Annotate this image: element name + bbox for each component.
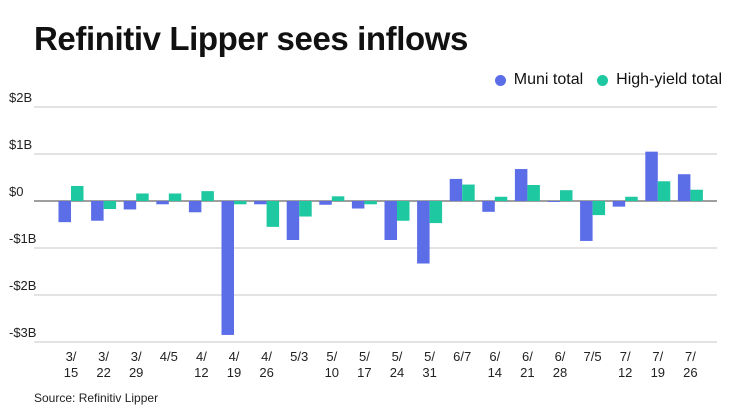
x-tick-label: 29 [129,365,143,380]
legend-label-muni: Muni total [513,71,584,88]
x-tick-label: 26 [683,365,697,380]
x-tick-label: 21 [520,365,534,380]
bar-high-yield [397,201,410,221]
y-tick-label: -$1B [9,231,36,246]
x-tick-label: 15 [64,365,78,380]
bar-muni [351,201,365,209]
x-tick-label: 7/ [685,349,696,364]
bar-high-yield [364,201,377,205]
x-tick-label: 3/ [131,349,142,364]
x-tick-label: 3/ [98,349,109,364]
x-tick-label: 5/ [359,349,370,364]
x-tick-label: 7/5 [584,349,602,364]
legend-swatch-muni [494,74,506,86]
bars [58,151,703,335]
y-axis-labels: $2B $1B $0 -$1B -$2B -$3B [9,90,36,340]
bar-high-yield [657,181,671,201]
bar-muni [319,201,332,205]
bar-muni [580,201,593,241]
x-tick-label: 10 [325,365,339,380]
x-tick-label: 6/7 [453,349,471,364]
y-tick-label: $0 [9,184,23,199]
bar-high-yield [462,184,475,201]
legend-item-muni: Muni total [494,71,584,89]
x-tick-label: 24 [390,365,404,380]
x-tick-label: 6/ [522,349,533,364]
bar-high-yield [592,201,606,216]
x-tick-label: 5/ [424,349,435,364]
x-tick-label: 6/ [555,349,566,364]
x-tick-label: 14 [488,365,502,380]
x-tick-label: 12 [618,365,632,380]
source-note: Source: Refinitiv Lipper [34,391,159,405]
legend: Muni total High-yield total [481,71,722,89]
bar-muni [123,201,137,210]
x-tick-label: 3/ [66,349,77,364]
legend-label-high-yield: High-yield total [616,71,722,88]
x-axis-labels: 3/153/223/294/5 4/124/194/265/3 5/105/175/… [64,349,698,380]
bar-muni [677,174,691,201]
legend-item-high-yield: High-yield total [597,71,722,89]
x-tick-label: 4/ [261,349,272,364]
bar-muni [156,201,169,205]
bar-high-yield [560,190,573,201]
x-tick-label: 17 [357,365,371,380]
bar-muni [254,201,267,205]
bar-muni [384,201,397,241]
bar-muni [449,178,463,201]
bar-high-yield [527,185,540,201]
y-tick-label: -$3B [9,325,36,340]
x-tick-label: 31 [422,365,436,380]
legend-swatch-high-yield [597,74,609,86]
x-tick-label: 26 [259,365,273,380]
bar-high-yield [299,201,312,217]
bar-high-yield [429,201,443,224]
bar-muni [221,201,234,335]
x-tick-label: 4/ [229,349,240,364]
bar-muni [58,201,71,223]
bar-muni [91,201,104,221]
x-tick-label: 5/3 [290,349,308,364]
bar-high-yield [331,196,345,201]
bar-high-yield [625,196,638,201]
bar-high-yield [234,201,247,205]
bar-high-yield [136,193,149,201]
bar-muni [645,151,658,201]
bar-muni [482,201,495,212]
bar-high-yield [71,185,84,201]
bar-muni [417,201,430,264]
chart-title: Refinitiv Lipper sees inflows [34,20,468,57]
x-tick-label: 6/ [489,349,500,364]
x-tick-label: 12 [194,365,208,380]
gridlines [34,106,717,343]
x-tick-label: 4/5 [160,349,178,364]
bar-muni [188,201,202,213]
bar-muni [514,169,528,201]
y-tick-label: $1B [9,137,32,152]
y-tick-label: -$2B [9,278,36,293]
bar-high-yield [103,201,117,209]
bar-muni [612,201,626,207]
x-tick-label: 19 [227,365,241,380]
bar-muni [286,201,300,241]
bar-high-yield [201,191,214,201]
bar-high-yield [266,201,280,227]
bar-high-yield [494,196,508,201]
bar-high-yield [690,189,703,201]
x-tick-label: 7/ [652,349,663,364]
x-tick-label: 7/ [620,349,631,364]
x-tick-label: 5/ [326,349,337,364]
y-tick-label: $2B [9,90,32,105]
x-tick-label: 4/ [196,349,207,364]
x-tick-label: 5/ [392,349,403,364]
x-tick-label: 22 [96,365,110,380]
bar-high-yield [168,193,182,201]
bar-muni [547,201,560,202]
x-tick-label: 28 [553,365,567,380]
x-tick-label: 19 [651,365,665,380]
